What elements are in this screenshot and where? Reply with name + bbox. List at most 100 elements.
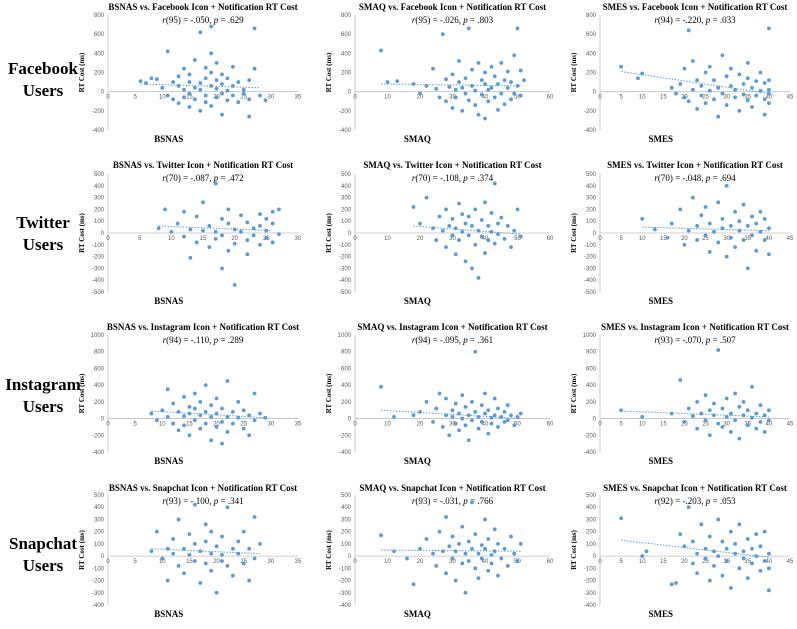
x-tick-label: 20 bbox=[213, 422, 220, 428]
y-tick-label: 100 bbox=[94, 219, 105, 225]
data-point bbox=[440, 425, 445, 429]
data-point bbox=[245, 238, 250, 242]
data-point bbox=[716, 200, 721, 205]
x-tick-label: 40 bbox=[766, 559, 773, 565]
chart-title: SMES vs. Snapchat Icon + Notification RT… bbox=[603, 483, 787, 493]
trend-line bbox=[151, 410, 266, 419]
data-point bbox=[264, 216, 269, 221]
data-point bbox=[728, 224, 733, 228]
data-point bbox=[496, 406, 500, 411]
x-tick-label: 10 bbox=[384, 95, 391, 101]
data-point bbox=[750, 214, 754, 219]
y-tick-label: 0 bbox=[348, 417, 352, 423]
trend-line bbox=[380, 409, 521, 420]
data-point bbox=[737, 566, 742, 571]
chart-panel: BSNAS vs. Snapchat Icon + Notification R… bbox=[78, 483, 302, 619]
data-point bbox=[741, 202, 746, 207]
data-point bbox=[424, 195, 429, 200]
data-point bbox=[499, 61, 504, 65]
y-tick-label: 400 bbox=[341, 184, 352, 190]
data-point bbox=[188, 227, 193, 232]
data-point bbox=[741, 549, 746, 554]
data-point bbox=[187, 552, 192, 557]
data-point bbox=[699, 93, 704, 98]
data-point bbox=[466, 214, 471, 219]
data-point bbox=[750, 233, 754, 238]
data-point bbox=[188, 255, 193, 260]
data-point bbox=[457, 201, 461, 206]
data-point bbox=[447, 84, 452, 89]
x-tick-label: 15 bbox=[186, 422, 193, 428]
x-tick-label: 0 bbox=[353, 559, 357, 565]
data-point bbox=[750, 384, 754, 389]
data-point bbox=[737, 219, 742, 224]
data-point bbox=[741, 92, 746, 97]
data-point bbox=[258, 411, 262, 416]
data-point bbox=[220, 420, 224, 424]
data-point bbox=[431, 226, 435, 231]
data-point bbox=[220, 82, 224, 86]
data-point bbox=[473, 566, 478, 571]
chart-panel: SMAQ vs. Instagram Icon + Notification R… bbox=[325, 322, 554, 466]
chart-panel: SMES vs. Twitter Icon + Notification RT … bbox=[570, 160, 794, 306]
y-tick-label: -200 bbox=[92, 433, 105, 439]
data-point bbox=[766, 87, 771, 92]
data-point bbox=[754, 221, 759, 226]
y-tick-label: 200 bbox=[94, 71, 105, 77]
data-point bbox=[156, 226, 161, 231]
y-tick-label: 0 bbox=[593, 417, 597, 423]
chart-panel: BSNAS vs. Instagram Icon + Notification … bbox=[78, 322, 302, 466]
chart-panel: SMES vs. Facebook Icon + Notification RT… bbox=[570, 2, 794, 144]
data-point bbox=[220, 559, 224, 563]
data-point bbox=[745, 61, 750, 65]
data-point bbox=[444, 207, 448, 212]
data-point bbox=[447, 224, 452, 228]
data-point bbox=[182, 87, 186, 92]
data-point bbox=[509, 245, 513, 250]
data-point bbox=[144, 81, 148, 85]
data-point bbox=[198, 30, 203, 35]
data-point bbox=[496, 232, 500, 237]
data-point bbox=[479, 78, 484, 83]
data-point bbox=[453, 549, 458, 554]
data-point bbox=[220, 534, 224, 539]
data-point bbox=[466, 98, 471, 103]
y-axis-label: RT Cost (ms) bbox=[325, 529, 333, 569]
y-tick-label: 400 bbox=[341, 383, 352, 389]
data-point bbox=[171, 80, 176, 84]
data-point bbox=[492, 396, 497, 401]
data-point bbox=[509, 534, 513, 539]
y-tick-label: -400 bbox=[339, 603, 352, 609]
data-point bbox=[489, 421, 494, 426]
data-point bbox=[674, 91, 678, 96]
trend-line bbox=[380, 83, 521, 87]
x-axis-label: BSNAS bbox=[154, 296, 183, 306]
data-point bbox=[225, 76, 230, 81]
data-point bbox=[203, 65, 208, 70]
data-point bbox=[758, 229, 763, 234]
data-point bbox=[226, 221, 231, 226]
data-point bbox=[460, 393, 465, 398]
data-point bbox=[766, 101, 771, 106]
x-tick-label: 0 bbox=[598, 236, 602, 242]
data-point bbox=[182, 95, 186, 100]
data-point bbox=[405, 556, 409, 561]
data-point bbox=[686, 28, 691, 33]
data-point bbox=[619, 64, 624, 69]
y-tick-label: 300 bbox=[94, 517, 105, 523]
y-tick-label: 200 bbox=[341, 71, 352, 77]
data-point bbox=[251, 226, 256, 231]
y-axis-label: RT Cost (ms) bbox=[570, 52, 578, 92]
x-tick-label: 30 bbox=[295, 236, 302, 242]
data-point bbox=[476, 426, 481, 431]
data-point bbox=[225, 563, 230, 568]
y-tick-label: -100 bbox=[339, 566, 352, 572]
data-point bbox=[712, 563, 716, 568]
data-point bbox=[463, 551, 468, 556]
data-point bbox=[379, 384, 383, 389]
x-tick-label: 50 bbox=[514, 422, 521, 428]
data-point bbox=[741, 556, 746, 561]
data-point bbox=[270, 240, 275, 245]
data-point bbox=[192, 391, 197, 396]
data-point bbox=[707, 578, 712, 583]
